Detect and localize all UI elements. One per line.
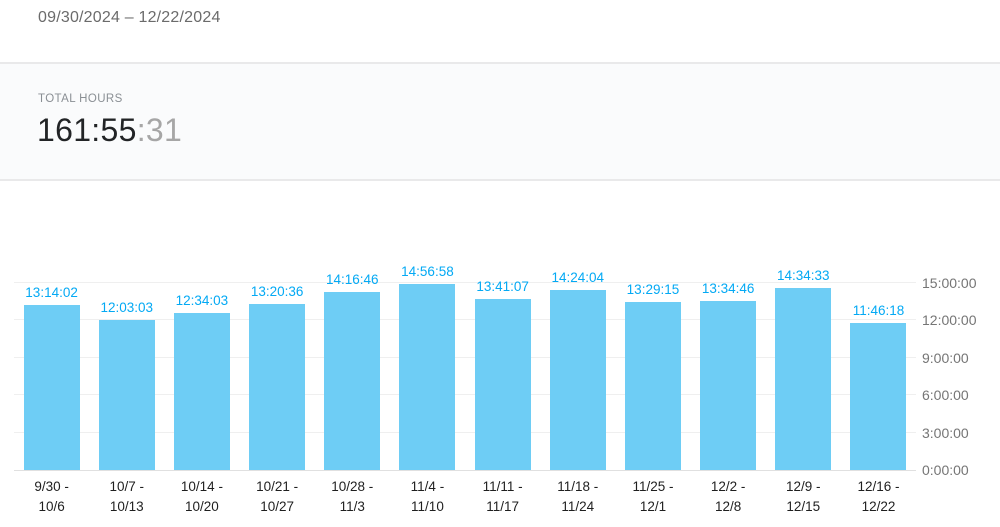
x-axis-label-end: 10/6 [38, 499, 65, 514]
x-axis-label-end: 11/17 [486, 499, 519, 514]
chart-column: 13:14:02 [14, 285, 89, 470]
chart-column: 12:03:03 [89, 300, 164, 470]
bar-value-label: 14:24:04 [551, 270, 605, 286]
bar-value-label: 13:29:15 [626, 281, 680, 297]
chart-column: 14:56:58 [390, 264, 465, 470]
chart-column: 13:20:36 [240, 284, 315, 470]
x-axis-label: 12/9 - 12/15 [766, 477, 841, 517]
y-axis-tick-label: 9:00:00 [922, 349, 969, 366]
gridline [14, 282, 916, 283]
chart-column: 14:16:46 [315, 272, 390, 470]
date-range: 09/30/2024 – 12/22/2024 [38, 9, 221, 26]
x-axis-label-start: 10/14 - [180, 479, 223, 494]
bar[interactable] [249, 303, 306, 470]
bar-value-label: 14:56:58 [401, 263, 454, 279]
x-axis-label: 9/30 - 10/6 [14, 477, 89, 517]
x-axis-label: 11/11 - 11/17 [465, 477, 540, 517]
x-axis-label: 10/21 - 10/27 [240, 477, 315, 517]
bar-value-label: 12:34:03 [175, 293, 229, 309]
x-axis-label: 11/18 - 11/24 [540, 477, 615, 517]
x-axis-label-start: 10/7 - [109, 479, 145, 494]
bar-value-label: 13:14:02 [25, 285, 78, 301]
x-axis-label: 10/28 - 11/3 [315, 477, 390, 517]
x-axis-label-end: 12/15 [786, 499, 821, 514]
bar[interactable] [324, 291, 381, 470]
total-hours-hm: 161:55 [37, 112, 137, 148]
x-axis-label-start: 11/4 - [410, 479, 445, 494]
bar[interactable] [173, 313, 230, 470]
bar-value-label: 13:41:07 [476, 279, 529, 295]
x-axis-label-end: 11/10 [411, 499, 444, 514]
bar[interactable] [474, 299, 531, 470]
bar-value-label: 14:16:46 [325, 271, 379, 287]
chart-column: 12:34:03 [164, 293, 239, 470]
x-axis-label-end: 12/8 [714, 499, 742, 514]
bar-value-label: 14:34:33 [777, 268, 830, 284]
y-axis-tick-label: 6:00:00 [922, 387, 969, 404]
chart-plot-area: 13:14:02 12:03:03 12:34:03 13:20:36 14:16:46… [14, 220, 916, 471]
y-axis-tick-label: 15:00:00 [922, 275, 977, 291]
chart-columns: 13:14:02 12:03:03 12:34:03 13:20:36 14:16:46… [14, 220, 916, 470]
bar-value-label: 13:34:46 [701, 280, 755, 296]
chart-column: 14:34:33 [766, 268, 841, 470]
x-axis-label-end: 10/13 [109, 499, 144, 514]
x-axis-label-end: 11/24 [561, 499, 595, 514]
bar[interactable] [399, 283, 456, 470]
x-axis-label-start: 11/18 - [557, 479, 599, 494]
x-axis-label: 10/14 - 10/20 [164, 477, 239, 517]
x-axis-label: 12/16 - 12/22 [841, 477, 916, 517]
x-axis-label-end: 10/20 [185, 499, 219, 514]
gridline [14, 319, 916, 321]
bar[interactable] [624, 301, 681, 470]
gridline [14, 394, 916, 396]
x-axis-label-end: 11/3 [339, 499, 365, 514]
chart-y-axis: 0:00:00 3:00:00 6:00:00 9:00:00 12:00:00 15:0… [922, 220, 1000, 478]
x-axis-label: 11/25 - 12/1 [615, 477, 690, 517]
total-hours-label: TOTAL HOURS [38, 93, 123, 105]
x-axis-label-start: 9/30 - [34, 479, 69, 494]
gridline [14, 431, 916, 433]
y-axis-tick-label: 0:00:00 [922, 462, 969, 478]
x-axis-label-start: 11/25 - [632, 479, 674, 494]
y-axis-tick-label: 12:00:00 [922, 312, 977, 329]
bar-value-label: 11:46:18 [852, 303, 905, 319]
x-axis-label-end: 10/27 [260, 499, 294, 514]
x-axis-label: 12/2 - 12/8 [691, 477, 766, 517]
x-axis-label: 10/7 - 10/13 [89, 477, 164, 517]
bar-value-label: 13:20:36 [250, 283, 304, 299]
bar[interactable] [549, 290, 606, 470]
x-axis-label: 11/4 - 11/10 [390, 477, 465, 517]
x-axis-label-start: 11/11 - [482, 479, 523, 494]
bar[interactable] [23, 305, 80, 470]
x-axis-label-start: 12/9 - [786, 479, 821, 494]
x-axis-label-end: 12/1 [639, 499, 667, 514]
x-axis-label-start: 10/21 - [256, 479, 299, 494]
bar-value-label: 12:03:03 [100, 299, 154, 315]
chart-column: 14:24:04 [540, 270, 615, 470]
y-axis-tick-label: 3:00:00 [922, 424, 969, 441]
chart-x-axis: 9/30 - 10/6 10/7 - 10/13 10/14 - 10/20 10/21 -… [14, 477, 916, 517]
total-hours-seconds: :31 [136, 112, 183, 148]
chart-column: 13:29:15 [615, 282, 690, 470]
chart-column: 13:34:46 [691, 281, 766, 470]
chart-column: 13:41:07 [465, 279, 540, 470]
total-hours-card: TOTAL HOURS 161:55:31 [0, 62, 1000, 181]
total-hours-value: 161:55:31 [37, 112, 1000, 149]
gridline [14, 356, 916, 358]
chart-column: 11:46:18 [841, 303, 916, 470]
bar[interactable] [850, 323, 907, 470]
x-axis-label-start: 10/28 - [331, 479, 374, 494]
x-axis-label-end: 12/22 [861, 499, 896, 514]
bar[interactable] [775, 288, 832, 470]
bar[interactable] [700, 300, 757, 470]
x-axis-label-start: 12/2 - [710, 479, 746, 494]
bar[interactable] [98, 319, 155, 470]
x-axis-label-start: 12/16 - [857, 479, 900, 494]
